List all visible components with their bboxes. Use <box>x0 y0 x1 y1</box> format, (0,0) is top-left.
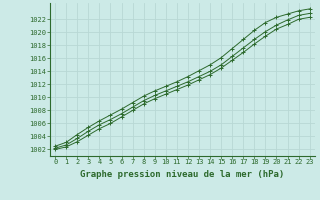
X-axis label: Graphe pression niveau de la mer (hPa): Graphe pression niveau de la mer (hPa) <box>80 170 284 179</box>
